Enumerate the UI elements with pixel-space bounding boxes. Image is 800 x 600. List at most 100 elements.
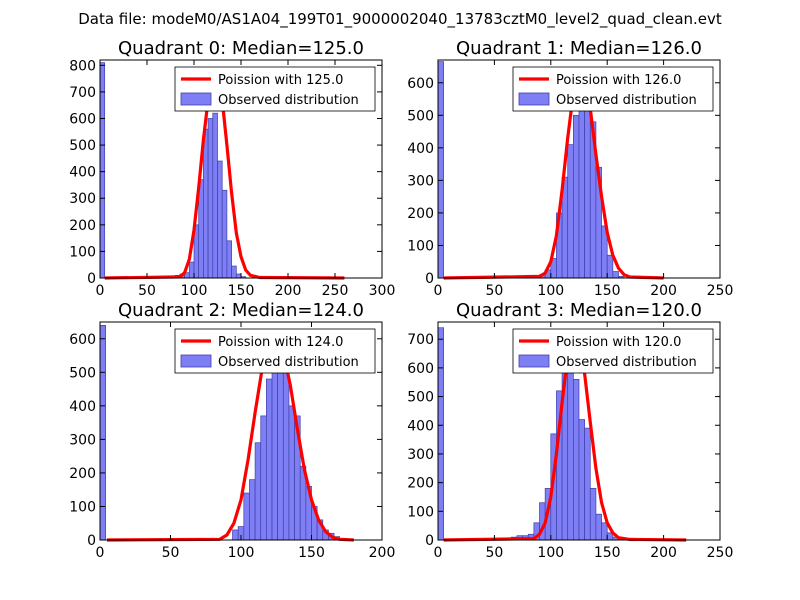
histogram-bar bbox=[578, 419, 585, 541]
figure-title: Data file: modeM0/AS1A04_199T01_90000020… bbox=[78, 10, 722, 29]
histogram-bar bbox=[231, 265, 237, 279]
histogram-bar bbox=[99, 62, 106, 279]
x-tick-label: 50 bbox=[162, 545, 180, 561]
x-tick-label: 0 bbox=[96, 545, 105, 561]
x-tick-label: 100 bbox=[537, 283, 564, 299]
x-tick-label: 100 bbox=[181, 283, 208, 299]
histogram-bar bbox=[217, 160, 223, 279]
axes-frame bbox=[437, 59, 721, 279]
y-tick-label: 400 bbox=[69, 165, 96, 181]
histogram-bar bbox=[573, 114, 580, 279]
y-tick-label: 500 bbox=[407, 390, 434, 406]
legend: Poission with 124.0 Observed distribution bbox=[174, 328, 376, 374]
x-tick-label: 0 bbox=[96, 283, 105, 299]
histogram-bar bbox=[235, 273, 242, 279]
x-tick-label: 200 bbox=[650, 283, 677, 299]
histogram-bar bbox=[207, 118, 214, 279]
y-tick-label: 600 bbox=[69, 111, 96, 127]
y-tick-label: 0 bbox=[425, 271, 434, 287]
x-tick-label: 150 bbox=[594, 283, 621, 299]
panel-title: Quadrant 3: Median=120.0 bbox=[456, 300, 702, 321]
x-tick-label: 200 bbox=[369, 545, 396, 561]
y-tick-label: 300 bbox=[407, 173, 434, 189]
x-tick-label: 100 bbox=[228, 545, 255, 561]
x-tick-label: 100 bbox=[537, 545, 564, 561]
x-tick-label: 150 bbox=[298, 545, 325, 561]
histogram-bar bbox=[249, 479, 256, 541]
histogram-bar bbox=[260, 415, 267, 541]
histogram-bar bbox=[612, 271, 619, 279]
legend-label-poisson: Poission with 125.0 bbox=[218, 73, 343, 88]
y-tick-label: 800 bbox=[69, 58, 96, 74]
y-tick-label: 600 bbox=[407, 76, 434, 92]
histogram-bar bbox=[595, 513, 602, 541]
histogram-bars bbox=[437, 61, 625, 279]
y-tick-label: 300 bbox=[69, 432, 96, 448]
histogram-bar bbox=[212, 112, 218, 279]
y-tick-label: 100 bbox=[407, 504, 434, 520]
legend-bar-swatch bbox=[518, 354, 550, 368]
histogram-bar bbox=[601, 522, 608, 541]
y-tick-label: 500 bbox=[69, 365, 96, 381]
x-tick-label: 50 bbox=[138, 283, 156, 299]
x-tick-label: 250 bbox=[322, 283, 349, 299]
y-tick-label: 100 bbox=[69, 244, 96, 260]
histogram-bar bbox=[573, 379, 580, 541]
legend-bar-swatch bbox=[180, 92, 212, 106]
y-tick-label: 600 bbox=[407, 361, 434, 377]
y-tick-label: 0 bbox=[87, 271, 96, 287]
y-tick-label: 200 bbox=[407, 206, 434, 222]
x-tick-label: 200 bbox=[650, 545, 677, 561]
y-tick-label: 200 bbox=[69, 466, 96, 482]
legend-label-observed: Observed distribution bbox=[556, 355, 697, 370]
quadrant-1-panel: 0 50 100 150 200 250 0 100 200 300 400 500 600 Quadra… bbox=[407, 38, 733, 299]
quadrant-3-panel: 0 50 100 150 200 250 0 100 200 300 400 500 600 700 Qua… bbox=[407, 300, 733, 561]
x-tick-label: 50 bbox=[485, 283, 503, 299]
y-tick-label: 500 bbox=[407, 108, 434, 124]
legend-label-observed: Observed distribution bbox=[556, 93, 697, 108]
legend: Poission with 125.0 Observed distribution bbox=[174, 66, 376, 112]
histogram-bar bbox=[282, 371, 290, 541]
histogram-bar bbox=[578, 92, 585, 279]
histogram-bar bbox=[254, 442, 262, 541]
legend: Poission with 120.0 Observed distribution bbox=[512, 328, 714, 374]
x-tick-label: 150 bbox=[594, 545, 621, 561]
y-tick-label: 400 bbox=[69, 399, 96, 415]
panel-title: Quadrant 0: Median=125.0 bbox=[118, 38, 364, 59]
histogram-bar bbox=[606, 254, 614, 279]
y-tick-label: 400 bbox=[407, 418, 434, 434]
histogram-bar bbox=[584, 427, 591, 541]
y-tick-label: 0 bbox=[87, 533, 96, 549]
histogram-bar bbox=[437, 327, 444, 541]
y-tick-label: 200 bbox=[69, 218, 96, 234]
histogram-bar bbox=[589, 488, 597, 541]
histogram-bar bbox=[288, 405, 295, 541]
legend-label-poisson: Poission with 120.0 bbox=[556, 335, 681, 350]
x-tick-label: 300 bbox=[369, 283, 396, 299]
x-tick-label: 150 bbox=[228, 283, 255, 299]
histogram-bar bbox=[221, 189, 228, 279]
y-tick-label: 0 bbox=[425, 533, 434, 549]
histogram-bar bbox=[567, 144, 574, 279]
y-tick-label: 100 bbox=[407, 238, 434, 254]
legend-label-observed: Observed distribution bbox=[218, 355, 359, 370]
y-tick-label: 200 bbox=[407, 476, 434, 492]
quadrant-2-panel: 0 50 100 150 200 0 100 200 300 400 500 600 Quadrant … bbox=[69, 300, 395, 561]
y-tick-label: 600 bbox=[69, 332, 96, 348]
x-tick-label: 200 bbox=[275, 283, 302, 299]
x-tick-label: 50 bbox=[485, 545, 503, 561]
y-tick-label: 400 bbox=[407, 141, 434, 157]
x-tick-label: 250 bbox=[707, 545, 734, 561]
x-tick-label: 0 bbox=[434, 283, 443, 299]
y-tick-label: 300 bbox=[69, 191, 96, 207]
panel-title: Quadrant 1: Median=126.0 bbox=[456, 38, 702, 59]
histogram-bar bbox=[226, 240, 232, 279]
histogram-bar bbox=[203, 128, 209, 279]
y-tick-label: 300 bbox=[407, 447, 434, 463]
y-tick-label: 700 bbox=[407, 332, 434, 348]
histogram-bars bbox=[99, 325, 346, 541]
histogram-bar bbox=[188, 261, 195, 279]
quadrant-0-panel: 0 50 100 150 200 250 300 0 100 200 300 400 500 600 700… bbox=[69, 38, 395, 299]
legend-label-poisson: Poission with 124.0 bbox=[218, 335, 343, 350]
